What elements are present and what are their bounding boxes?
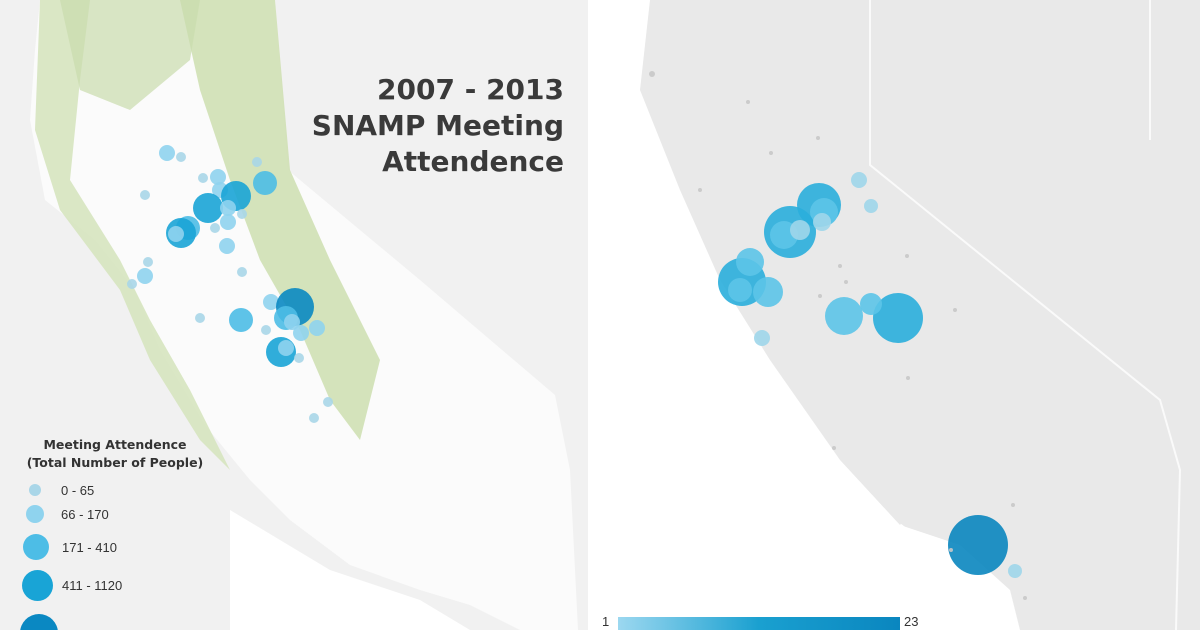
legend-title: Meeting Attendence: [43, 437, 187, 452]
legend-bubble-icon: [22, 570, 53, 601]
legend-class-3: 171 - 410: [23, 534, 117, 560]
meeting-location-bubble[interactable]: [736, 248, 764, 276]
attendance-legend: Meeting Attendence (Total Number of Peop…: [0, 436, 230, 630]
meeting-location-bubble[interactable]: [210, 169, 226, 185]
legend-bubble-icon: [23, 534, 49, 560]
map-title: 2007 - 2013 SNAMP Meeting Attendence: [312, 72, 564, 180]
california-outline-map: [640, 0, 1200, 630]
meeting-location-bubble[interactable]: [1011, 503, 1015, 507]
meeting-location-bubble[interactable]: [309, 320, 325, 336]
meeting-location-bubble[interactable]: [137, 268, 153, 284]
meeting-location-bubble[interactable]: [1008, 564, 1022, 578]
meeting-location-bubble[interactable]: [1023, 596, 1027, 600]
scale-max-label: 23: [904, 614, 919, 629]
meeting-location-bubble[interactable]: [229, 308, 253, 332]
meeting-location-bubble[interactable]: [746, 100, 750, 104]
legend-class-1: 0 - 65: [29, 483, 94, 498]
meeting-location-bubble[interactable]: [263, 294, 279, 310]
meeting-location-bubble[interactable]: [252, 157, 262, 167]
meeting-location-bubble[interactable]: [754, 330, 770, 346]
meeting-location-bubble[interactable]: [753, 277, 783, 307]
meeting-location-bubble[interactable]: [143, 257, 153, 267]
title-attendence: Attendence: [382, 145, 564, 178]
meeting-location-bubble[interactable]: [816, 136, 820, 140]
meeting-location-bubble[interactable]: [237, 267, 247, 277]
meeting-location-bubble[interactable]: [864, 199, 878, 213]
meeting-location-bubble[interactable]: [728, 278, 752, 302]
meeting-location-bubble[interactable]: [168, 226, 184, 242]
meeting-location-bubble[interactable]: [294, 353, 304, 363]
meeting-location-bubble[interactable]: [195, 313, 205, 323]
meeting-location-bubble[interactable]: [905, 254, 909, 258]
meeting-location-bubble[interactable]: [198, 173, 208, 183]
frequency-scale: 1 23: [594, 612, 1200, 630]
legend-bubble-icon: [29, 484, 41, 496]
meeting-location-bubble[interactable]: [851, 172, 867, 188]
meeting-location-bubble[interactable]: [220, 214, 236, 230]
legend-class-2: 66 - 170: [26, 505, 109, 523]
meeting-location-bubble[interactable]: [193, 193, 223, 223]
legend-label: 411 - 1120: [62, 578, 123, 593]
scale-gradient-bar: [618, 617, 900, 630]
meeting-location-bubble[interactable]: [790, 220, 810, 240]
meeting-location-bubble[interactable]: [210, 223, 220, 233]
legend-bubble-icon: [26, 505, 44, 523]
meeting-location-bubble[interactable]: [948, 515, 1008, 575]
meeting-location-bubble[interactable]: [140, 190, 150, 200]
meeting-location-bubble[interactable]: [284, 314, 300, 330]
meeting-location-bubble[interactable]: [860, 293, 882, 315]
title-subject: SNAMP Meeting: [311, 109, 564, 142]
meeting-location-bubble[interactable]: [649, 71, 655, 77]
socal-ocean: [230, 510, 470, 630]
meeting-location-bubble[interactable]: [832, 446, 836, 450]
meeting-location-bubble[interactable]: [949, 548, 953, 552]
meeting-location-bubble[interactable]: [825, 297, 863, 335]
meeting-location-bubble[interactable]: [176, 152, 186, 162]
left-map-attendance[interactable]: 2007 - 2013 SNAMP Meeting Attendence Mee…: [0, 0, 588, 630]
california-terrain-map: [30, 0, 578, 630]
meeting-location-bubble[interactable]: [278, 340, 294, 356]
sierra-nevada-terrain: [180, 0, 380, 440]
meeting-location-bubble[interactable]: [293, 325, 309, 341]
meeting-location-bubble[interactable]: [813, 213, 831, 231]
coast-range-terrain: [35, 0, 230, 470]
legend-class-5: [20, 614, 58, 630]
legend-bubble-icon: [20, 614, 58, 630]
legend-label: 0 - 65: [61, 482, 95, 498]
meeting-location-bubble[interactable]: [323, 397, 333, 407]
meeting-location-bubble[interactable]: [159, 145, 175, 161]
meeting-location-bubble[interactable]: [873, 293, 923, 343]
meeting-location-bubble[interactable]: [906, 376, 910, 380]
meeting-location-bubble[interactable]: [237, 209, 247, 219]
nevada-border: [869, 0, 1182, 630]
meeting-location-bubble[interactable]: [769, 151, 773, 155]
legend-label: 171 - 410: [62, 539, 117, 555]
meeting-location-bubble[interactable]: [253, 171, 277, 195]
klamath-terrain: [60, 0, 200, 110]
meeting-location-bubble[interactable]: [953, 308, 957, 312]
meeting-location-bubble[interactable]: [838, 264, 842, 268]
meeting-location-bubble[interactable]: [220, 200, 236, 216]
meeting-location-bubble[interactable]: [698, 188, 702, 192]
meeting-location-bubble[interactable]: [844, 280, 848, 284]
right-map-frequency[interactable]: 1 23: [594, 0, 1200, 630]
meeting-location-bubble[interactable]: [127, 279, 137, 289]
legend-label: 66 - 170: [61, 506, 109, 522]
title-years: 2007 - 2013: [377, 73, 564, 106]
legend-subtitle: (Total Number of People): [26, 455, 204, 470]
meeting-location-bubble[interactable]: [818, 294, 822, 298]
scale-min-label: 1: [602, 614, 610, 629]
meeting-location-bubble[interactable]: [309, 413, 319, 423]
meeting-location-bubble[interactable]: [219, 238, 235, 254]
meeting-location-bubble[interactable]: [261, 325, 271, 335]
legend-class-4: 411 - 1120: [22, 570, 122, 601]
